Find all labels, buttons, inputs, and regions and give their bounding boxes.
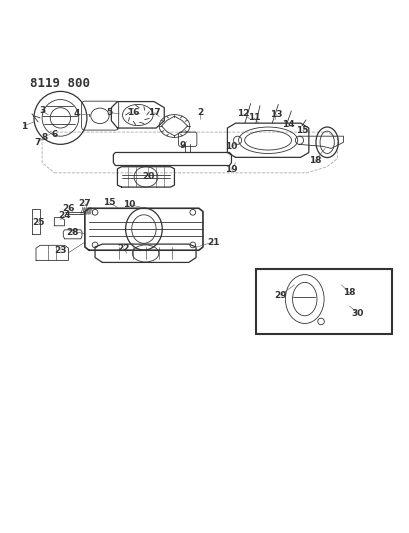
Text: 4: 4 xyxy=(73,109,80,118)
Text: 20: 20 xyxy=(142,172,154,181)
Text: 28: 28 xyxy=(66,228,79,237)
Text: 7: 7 xyxy=(35,138,41,147)
Text: 12: 12 xyxy=(237,109,249,118)
Text: 21: 21 xyxy=(207,238,219,247)
Text: 13: 13 xyxy=(270,110,282,119)
Text: 6: 6 xyxy=(51,130,57,139)
Text: 27: 27 xyxy=(79,199,91,208)
Text: 26: 26 xyxy=(62,204,75,213)
Text: 5: 5 xyxy=(106,108,112,117)
Text: 18: 18 xyxy=(308,156,320,165)
Bar xyxy=(255,269,391,334)
Text: 30: 30 xyxy=(351,309,363,318)
Text: 1: 1 xyxy=(20,122,27,131)
Text: 8119 800: 8119 800 xyxy=(30,77,90,90)
Text: 17: 17 xyxy=(147,108,160,117)
Text: 18: 18 xyxy=(342,288,355,297)
Text: 29: 29 xyxy=(273,290,286,300)
Text: 2: 2 xyxy=(196,108,203,117)
Text: 8: 8 xyxy=(41,133,47,141)
Text: 10: 10 xyxy=(225,142,237,151)
Text: 15: 15 xyxy=(103,198,115,207)
Text: 11: 11 xyxy=(247,114,259,123)
Text: 22: 22 xyxy=(117,244,130,253)
Text: 23: 23 xyxy=(54,246,67,255)
Text: 24: 24 xyxy=(58,211,71,220)
Text: 10: 10 xyxy=(123,200,135,209)
Text: 9: 9 xyxy=(179,141,185,150)
Text: 14: 14 xyxy=(281,120,294,130)
Text: 15: 15 xyxy=(296,126,308,135)
Text: 3: 3 xyxy=(39,107,45,116)
Text: 25: 25 xyxy=(32,218,44,227)
Text: 19: 19 xyxy=(225,165,237,174)
Text: 16: 16 xyxy=(127,109,139,117)
